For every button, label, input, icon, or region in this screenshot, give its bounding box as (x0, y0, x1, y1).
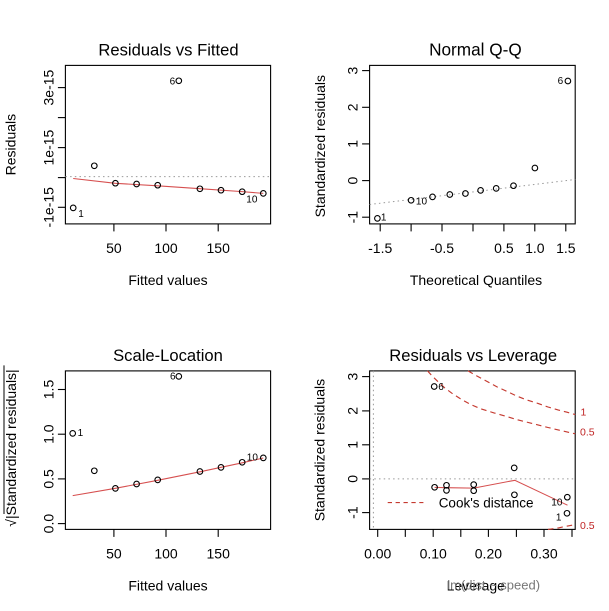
svg-text:Residuals vs Fitted: Residuals vs Fitted (98, 40, 238, 59)
svg-text:6: 6 (170, 76, 176, 87)
svg-text:1: 1 (556, 513, 562, 524)
svg-text:0.0: 0.0 (40, 514, 56, 534)
svg-text:2: 2 (345, 103, 361, 111)
svg-text:0.5: 0.5 (580, 426, 595, 438)
svg-text:1: 1 (78, 209, 84, 220)
svg-text:lm(dist ~ speed): lm(dist ~ speed) (447, 577, 540, 592)
svg-text:3: 3 (345, 66, 361, 74)
svg-text:1e-15: 1e-15 (40, 129, 56, 165)
svg-text:-1: -1 (345, 506, 361, 519)
svg-text:Normal Q-Q: Normal Q-Q (429, 39, 522, 59)
svg-text:Standardized residuals: Standardized residuals (312, 379, 328, 521)
svg-text:1: 1 (345, 441, 361, 449)
svg-text:0: 0 (345, 475, 361, 483)
svg-text:1: 1 (78, 428, 84, 439)
svg-text:0.00: 0.00 (364, 546, 391, 562)
svg-text:Fitted values: Fitted values (128, 577, 207, 593)
svg-text:Fitted values: Fitted values (128, 272, 207, 288)
svg-text:10: 10 (551, 498, 563, 509)
svg-text:0.30: 0.30 (530, 546, 557, 562)
svg-text:0.20: 0.20 (475, 546, 502, 562)
svg-text:50: 50 (106, 240, 122, 256)
svg-text:-0.5: -0.5 (430, 240, 454, 256)
svg-text:150: 150 (207, 240, 231, 256)
svg-text:1: 1 (381, 212, 387, 223)
svg-text:3e-15: 3e-15 (40, 69, 56, 105)
svg-text:Theoretical Quantiles: Theoretical Quantiles (410, 272, 542, 288)
svg-text:10: 10 (247, 452, 259, 463)
svg-text:Standardized residuals: Standardized residuals (312, 75, 328, 217)
svg-text:6: 6 (438, 382, 444, 393)
svg-text:0.5: 0.5 (40, 469, 56, 489)
svg-text:150: 150 (207, 546, 231, 562)
svg-text:50: 50 (106, 546, 122, 562)
svg-text:100: 100 (154, 240, 178, 256)
svg-text:√|Standardized residuals|: √|Standardized residuals| (3, 369, 19, 526)
svg-text:6: 6 (170, 371, 176, 382)
svg-text:-1: -1 (345, 211, 361, 224)
svg-text:0.5: 0.5 (494, 240, 514, 256)
svg-text:100: 100 (154, 546, 178, 562)
svg-text:3: 3 (345, 372, 361, 380)
svg-text:0: 0 (345, 176, 361, 184)
svg-text:1.0: 1.0 (40, 424, 56, 444)
svg-text:0.5: 0.5 (580, 520, 595, 532)
svg-text:Scale-Location: Scale-Location (113, 346, 223, 365)
svg-text:Residuals vs Leverage: Residuals vs Leverage (389, 346, 557, 365)
svg-text:Leverage: Leverage (447, 577, 506, 593)
svg-text:10: 10 (416, 196, 428, 207)
svg-text:10: 10 (246, 194, 258, 205)
svg-text:1: 1 (345, 140, 361, 148)
svg-text:1: 1 (581, 407, 587, 419)
svg-text:6: 6 (558, 76, 564, 87)
svg-text:2: 2 (345, 407, 361, 415)
svg-text:1.0: 1.0 (525, 240, 545, 256)
svg-text:Cook's distance: Cook's distance (439, 495, 534, 510)
svg-text:-1e-15: -1e-15 (40, 187, 56, 228)
svg-text:-1.5: -1.5 (368, 240, 392, 256)
svg-text:0.10: 0.10 (420, 546, 447, 562)
svg-text:1.5: 1.5 (40, 380, 56, 400)
svg-text:1.5: 1.5 (556, 240, 576, 256)
svg-text:Residuals: Residuals (2, 114, 18, 175)
